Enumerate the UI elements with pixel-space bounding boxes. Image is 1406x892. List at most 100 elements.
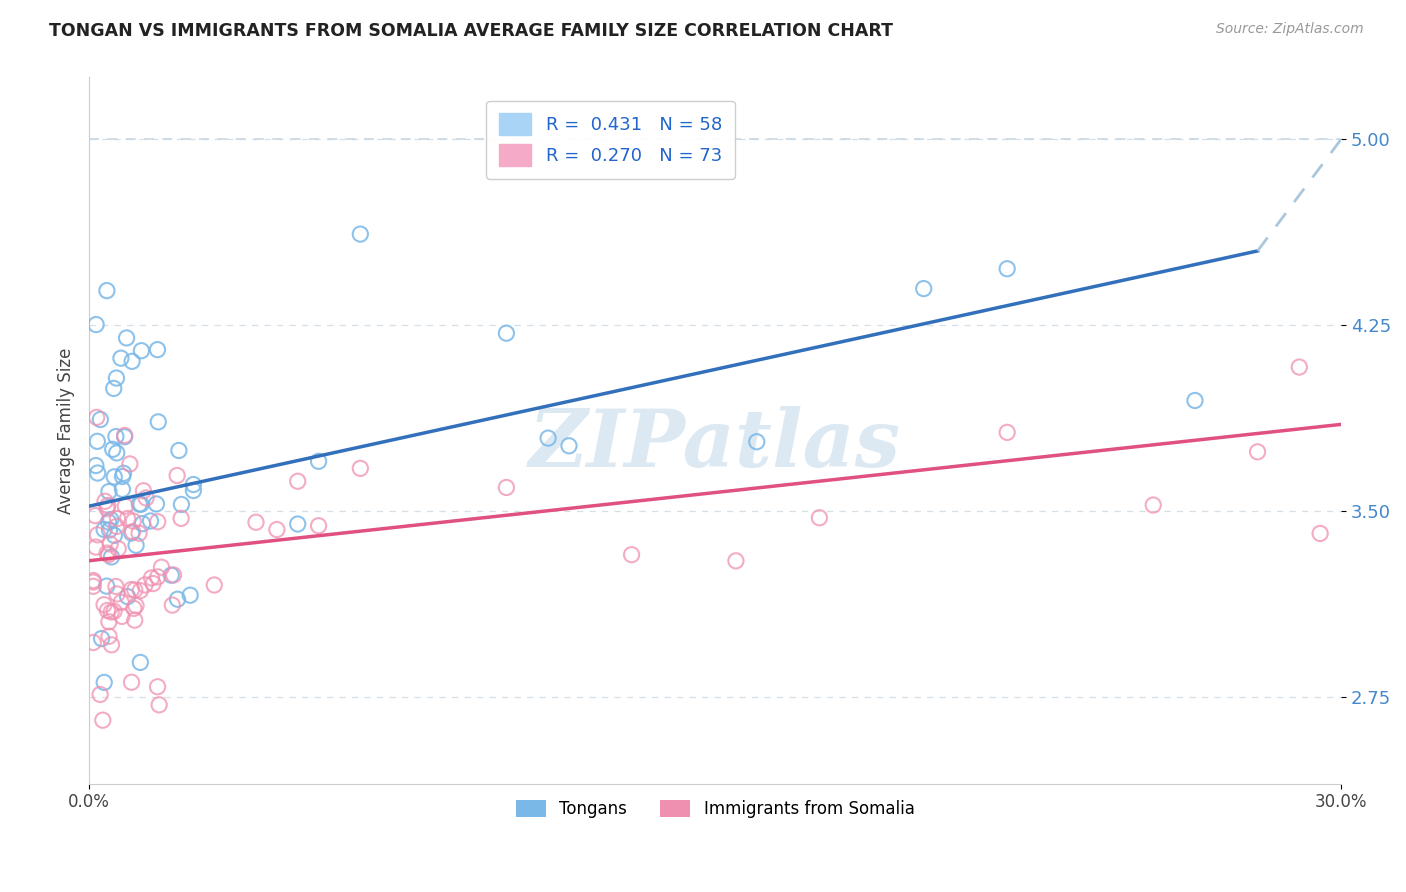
Point <box>308 518 330 533</box>
Point <box>125 538 148 552</box>
Point <box>183 477 205 491</box>
Point <box>98 537 121 551</box>
Point <box>134 578 156 592</box>
Point <box>117 511 139 525</box>
Point <box>114 428 136 442</box>
Point <box>121 526 143 541</box>
Point <box>96 501 118 516</box>
Point <box>97 499 120 513</box>
Point <box>995 425 1018 440</box>
Point <box>160 568 183 582</box>
Point <box>117 590 139 604</box>
Point <box>105 587 128 601</box>
Point <box>96 284 118 298</box>
Point <box>995 261 1018 276</box>
Point <box>98 629 121 643</box>
Point <box>97 615 120 629</box>
Point <box>86 410 108 425</box>
Point <box>1309 526 1331 541</box>
Point <box>107 541 129 556</box>
Point <box>146 515 169 529</box>
Point <box>100 605 122 619</box>
Point <box>100 549 122 564</box>
Point <box>84 540 107 554</box>
Point <box>148 698 170 712</box>
Point <box>110 351 132 366</box>
Point <box>166 592 188 607</box>
Point <box>124 582 146 597</box>
Point <box>121 354 143 368</box>
Point <box>121 675 143 690</box>
Point <box>96 603 118 617</box>
Point <box>84 318 107 332</box>
Point <box>287 516 309 531</box>
Point <box>620 548 643 562</box>
Point <box>124 613 146 627</box>
Text: Source: ZipAtlas.com: Source: ZipAtlas.com <box>1216 22 1364 37</box>
Point <box>82 575 104 590</box>
Point <box>179 588 201 602</box>
Point <box>129 497 152 511</box>
Point <box>93 675 115 690</box>
Point <box>93 598 115 612</box>
Point <box>142 576 165 591</box>
Point <box>349 461 371 475</box>
Point <box>86 466 108 480</box>
Point <box>103 528 125 542</box>
Point <box>122 514 145 528</box>
Point <box>146 680 169 694</box>
Point <box>150 560 173 574</box>
Point <box>287 475 309 489</box>
Point <box>146 570 169 584</box>
Point <box>1184 393 1206 408</box>
Point <box>82 635 104 649</box>
Point <box>105 371 128 385</box>
Point <box>100 638 122 652</box>
Point <box>266 523 288 537</box>
Point <box>148 415 170 429</box>
Point <box>132 483 155 498</box>
Point <box>111 483 134 497</box>
Point <box>110 595 132 609</box>
Legend: Tongans, Immigrants from Somalia: Tongans, Immigrants from Somalia <box>509 793 921 825</box>
Y-axis label: Average Family Size: Average Family Size <box>58 347 75 514</box>
Point <box>1288 359 1310 374</box>
Point <box>128 526 150 541</box>
Point <box>101 442 124 457</box>
Point <box>98 523 121 537</box>
Point <box>90 632 112 646</box>
Point <box>84 458 107 473</box>
Point <box>86 434 108 449</box>
Point <box>139 514 162 528</box>
Point <box>89 688 111 702</box>
Point <box>129 583 152 598</box>
Point <box>245 515 267 529</box>
Point <box>121 582 143 597</box>
Point <box>111 609 134 624</box>
Point <box>97 515 120 529</box>
Point <box>808 510 831 524</box>
Text: TONGAN VS IMMIGRANTS FROM SOMALIA AVERAGE FAMILY SIZE CORRELATION CHART: TONGAN VS IMMIGRANTS FROM SOMALIA AVERAG… <box>49 22 893 40</box>
Point <box>86 528 108 542</box>
Point <box>82 574 104 588</box>
Point <box>82 579 104 593</box>
Point <box>128 497 150 511</box>
Point <box>122 601 145 615</box>
Point <box>103 381 125 395</box>
Point <box>84 508 107 523</box>
Point <box>115 331 138 345</box>
Point <box>724 554 747 568</box>
Point <box>125 599 148 613</box>
Point <box>162 598 184 612</box>
Point <box>1142 498 1164 512</box>
Point <box>97 548 120 562</box>
Point <box>103 604 125 618</box>
Point <box>91 713 114 727</box>
Point <box>308 454 330 468</box>
Point <box>118 457 141 471</box>
Point <box>129 656 152 670</box>
Point <box>745 434 768 449</box>
Point <box>112 467 135 481</box>
Point <box>170 498 193 512</box>
Point <box>114 499 136 513</box>
